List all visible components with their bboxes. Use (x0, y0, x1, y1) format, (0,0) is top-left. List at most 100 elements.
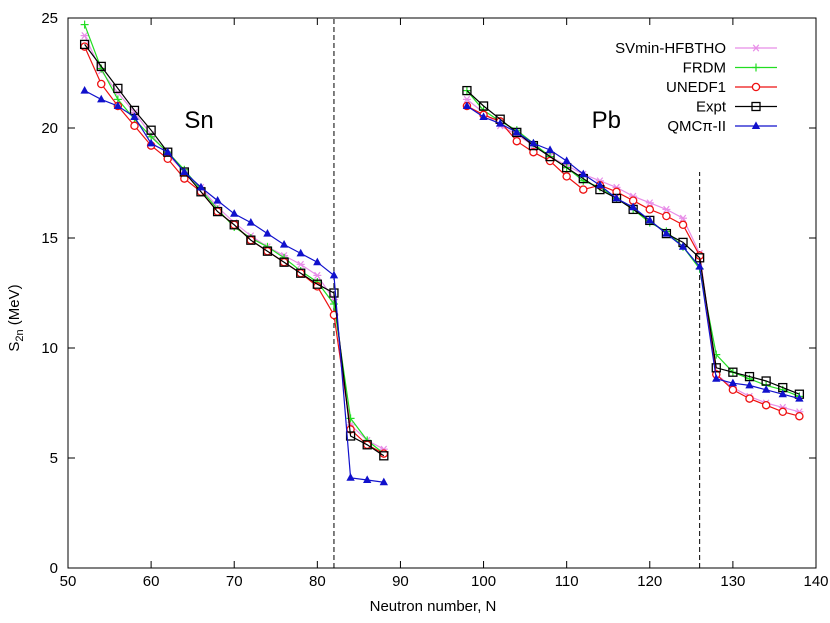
y-tick-label: 10 (41, 340, 58, 357)
data-point (96, 61, 106, 72)
data-point (761, 400, 771, 410)
data-point (96, 79, 106, 89)
x-tick-label: 120 (637, 573, 662, 590)
data-point (462, 95, 471, 103)
legend-marker (752, 63, 760, 72)
data-point (246, 217, 256, 226)
y-axis-title: S2n (MeV) (6, 284, 26, 351)
region-label-pb: Pb (592, 107, 621, 134)
data-point (795, 411, 804, 421)
legend-label: UNEDF1 (666, 79, 726, 96)
x-tick-label: 80 (309, 573, 326, 590)
legend-item: UNEDF1 (666, 79, 777, 96)
data-point (795, 393, 804, 402)
legend-marker (751, 82, 761, 92)
plot-frame (67, 17, 817, 569)
x-tick-label: 70 (226, 573, 243, 590)
series-line (466, 98, 800, 413)
legend-marker (751, 121, 761, 130)
series-line (84, 44, 385, 457)
data-point (130, 112, 139, 120)
data-point (711, 363, 721, 373)
data-point (346, 414, 355, 423)
x-tick-label: 60 (143, 573, 160, 590)
x-tick-label: 50 (60, 573, 77, 590)
data-point (662, 228, 671, 237)
data-point (279, 239, 289, 248)
data-point (562, 172, 571, 181)
data-point (745, 394, 754, 403)
data-point (80, 85, 89, 94)
data-point (180, 167, 189, 176)
series-line (84, 90, 384, 483)
data-point (678, 220, 688, 230)
data-point (695, 261, 704, 270)
x-axis-title: Neutron number, N (370, 598, 497, 615)
data-point (529, 138, 538, 147)
data-point (97, 94, 106, 103)
data-point (562, 156, 571, 165)
data-point (645, 205, 655, 214)
data-point (545, 145, 555, 154)
data-point (213, 195, 222, 204)
data-point (462, 85, 472, 96)
series-unedf1 (80, 42, 804, 458)
data-point (279, 257, 289, 267)
legend-item: QMCπ-II (667, 118, 777, 135)
data-point (744, 371, 755, 382)
data-point (512, 127, 521, 136)
data-point (80, 32, 89, 40)
legend-label: QMCπ-II (667, 118, 726, 135)
data-point (196, 182, 206, 191)
data-point (496, 118, 505, 127)
x-tick-label: 110 (555, 573, 579, 590)
legend-marker (751, 101, 761, 112)
data-point (296, 260, 305, 268)
data-point (80, 20, 89, 29)
region-label-sn: Sn (184, 107, 213, 134)
y-tick-label: 0 (50, 560, 58, 577)
data-point (313, 271, 322, 279)
data-point (579, 169, 588, 178)
data-point (628, 202, 638, 211)
data-point (313, 257, 322, 266)
series-line (84, 24, 385, 455)
series-line (84, 46, 385, 455)
data-point (778, 389, 787, 398)
data-point (712, 374, 721, 382)
data-point (296, 268, 306, 278)
data-point (230, 209, 239, 217)
data-point (694, 253, 705, 263)
data-point (662, 205, 671, 213)
legend-label: SVmin-HFBTHO (615, 40, 726, 57)
data-point (595, 180, 605, 189)
data-point (130, 121, 139, 131)
data-point (745, 380, 754, 389)
data-point (296, 248, 305, 257)
data-point (262, 246, 273, 256)
data-point (612, 193, 621, 202)
data-point (728, 367, 738, 377)
legend-label: FRDM (683, 60, 726, 77)
data-point (246, 235, 256, 245)
data-point (479, 112, 488, 120)
data-point (478, 101, 489, 111)
series-expt (79, 39, 805, 461)
data-point (379, 477, 388, 486)
data-point (229, 220, 239, 230)
data-point (678, 242, 688, 250)
data-point (462, 101, 472, 109)
data-point (362, 440, 372, 450)
series-line (84, 35, 385, 450)
data-point (579, 185, 588, 194)
series-qmc-ii (80, 85, 804, 486)
data-point (113, 101, 123, 109)
data-point (728, 385, 738, 395)
data-point (662, 211, 671, 221)
data-point (146, 138, 156, 147)
data-point (363, 475, 372, 484)
legend-item: Expt (696, 99, 777, 116)
y-tick-label: 5 (50, 450, 58, 467)
